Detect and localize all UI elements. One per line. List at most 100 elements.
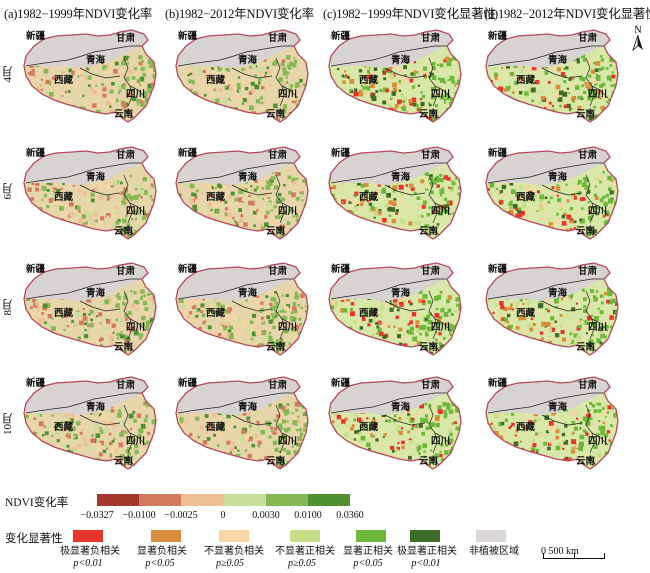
region-label-yunnan: 云南 <box>419 457 439 467</box>
region-label-xinjiang: 新疆 <box>488 265 508 275</box>
region-label-gansu: 甘肃 <box>268 381 288 391</box>
sig-p-value: p<0.05 <box>145 558 175 569</box>
region-label-xinjiang: 新疆 <box>488 379 508 389</box>
region-label-gansu: 甘肃 <box>578 34 598 44</box>
sig-label: 显著负相关 <box>137 546 187 557</box>
region-label-gansu: 甘肃 <box>116 267 136 277</box>
sig-p-value: p<0.01 <box>411 558 441 569</box>
region-label-xizang: 西藏 <box>516 76 536 86</box>
region-label-xinjiang: 新疆 <box>178 265 198 275</box>
region-label-qinghai: 青海 <box>548 403 568 413</box>
sig-p-value: p≥0.05 <box>288 558 316 569</box>
region-label-gansu: 甘肃 <box>268 151 288 161</box>
map-panel: 新疆 甘肃 青海 西藏 四川 云南 <box>482 259 627 365</box>
plateau-map <box>485 146 619 240</box>
sig-swatch-nonsig-positive <box>290 530 320 542</box>
sig-swatch-very-sig-negative <box>73 530 103 542</box>
region-label-xizang: 西藏 <box>54 423 74 433</box>
region-label-xinjiang: 新疆 <box>178 379 198 389</box>
region-label-sichuan: 四川 <box>431 207 451 217</box>
region-label-xinjiang: 新疆 <box>178 32 198 42</box>
region-label-xinjiang: 新疆 <box>331 265 351 275</box>
map-panel: 新疆 甘肃 青海 西藏 四川 云南 <box>325 373 470 479</box>
map-panel: 新疆 甘肃 青海 西藏 四川 云南 <box>482 26 627 132</box>
region-label-yunnan: 云南 <box>576 457 596 467</box>
region-label-xizang: 西藏 <box>359 76 379 86</box>
sig-label: 不显著正相关 <box>275 546 335 557</box>
plateau-map <box>328 146 462 240</box>
row-label-oct: 10月 <box>2 413 14 435</box>
region-label-qinghai: 青海 <box>548 173 568 183</box>
region-label-xinjiang: 新疆 <box>331 379 351 389</box>
region-label-xinjiang: 新疆 <box>26 32 46 42</box>
map-panel: 新疆 甘肃 青海 西藏 四川 云南 <box>20 143 165 249</box>
scale-bar <box>543 552 605 562</box>
sig-label: 不显著负相关 <box>204 546 264 557</box>
sig-label: 极显著正相关 <box>397 546 457 557</box>
region-label-xizang: 西藏 <box>516 423 536 433</box>
north-label: N <box>634 25 641 36</box>
plateau-map <box>485 262 619 356</box>
plateau-map <box>23 146 157 240</box>
column-title-c: (c)1982−1999年NDVI变化显著性 <box>323 7 496 21</box>
column-title-a: (a)1982−1999年NDVI变化率 <box>4 7 153 21</box>
region-label-qinghai: 青海 <box>548 56 568 66</box>
plateau-map <box>175 146 309 240</box>
region-label-gansu: 甘肃 <box>421 34 441 44</box>
ndvi-tick: −0.0100 <box>122 510 156 521</box>
region-label-yunnan: 云南 <box>114 110 134 120</box>
significance-legend-title: 变化显著性 <box>5 533 63 545</box>
sig-p-value: p<0.01 <box>73 558 103 569</box>
scale-bar-label: 0 500 km <box>541 546 579 557</box>
ndvi-tick: −0.0025 <box>164 510 198 521</box>
plateau-map <box>175 262 309 356</box>
column-title-b: (b)1982−2012年NDVI变化率 <box>165 7 314 21</box>
region-label-xizang: 西藏 <box>54 76 74 86</box>
region-label-gansu: 甘肃 <box>268 34 288 44</box>
region-label-qinghai: 青海 <box>86 403 106 413</box>
plateau-map <box>485 376 619 470</box>
region-label-xizang: 西藏 <box>359 423 379 433</box>
region-label-yunnan: 云南 <box>266 343 286 353</box>
map-panel: 新疆 甘肃 青海 西藏 四川 云南 <box>20 373 165 479</box>
plateau-map <box>23 376 157 470</box>
region-label-yunnan: 云南 <box>419 343 439 353</box>
region-label-qinghai: 青海 <box>391 56 411 66</box>
region-label-qinghai: 青海 <box>238 173 258 183</box>
region-label-sichuan: 四川 <box>278 437 298 447</box>
region-label-gansu: 甘肃 <box>116 151 136 161</box>
region-label-qinghai: 青海 <box>391 403 411 413</box>
plateau-map <box>485 29 619 123</box>
ndvi-tick: −0.0327 <box>80 510 114 521</box>
region-label-gansu: 甘肃 <box>268 267 288 277</box>
map-panel: 新疆 甘肃 青海 西藏 四川 云南 <box>172 143 317 249</box>
region-label-xinjiang: 新疆 <box>178 149 198 159</box>
region-label-yunnan: 云南 <box>266 457 286 467</box>
region-label-xinjiang: 新疆 <box>26 149 46 159</box>
map-panel: 新疆 甘肃 青海 西藏 四川 云南 <box>482 143 627 249</box>
region-label-xinjiang: 新疆 <box>26 265 46 275</box>
row-label-apr: 4月 <box>2 66 14 83</box>
sig-p-value: p≥0.05 <box>216 558 244 569</box>
map-panel: 新疆 甘肃 青海 西藏 四川 云南 <box>482 373 627 479</box>
region-label-sichuan: 四川 <box>431 437 451 447</box>
plateau-map <box>23 29 157 123</box>
region-label-qinghai: 青海 <box>238 56 258 66</box>
ndvi-ramp-class-6 <box>307 494 351 506</box>
region-label-sichuan: 四川 <box>431 90 451 100</box>
sig-p-value: p<0.05 <box>353 558 383 569</box>
region-label-qinghai: 青海 <box>238 289 258 299</box>
row-label-aug: 8月 <box>2 299 14 316</box>
sig-swatch-very-sig-positive <box>410 530 440 542</box>
region-label-xizang: 西藏 <box>206 423 226 433</box>
plateau-map <box>328 262 462 356</box>
region-label-xinjiang: 新疆 <box>331 149 351 159</box>
plateau-map <box>328 376 462 470</box>
sig-label: 显著正相关 <box>343 546 393 557</box>
region-label-gansu: 甘肃 <box>578 381 598 391</box>
region-label-sichuan: 四川 <box>278 323 298 333</box>
region-label-xizang: 西藏 <box>516 193 536 203</box>
ndvi-ramp-class-5 <box>265 494 308 506</box>
map-panel: 新疆 甘肃 青海 西藏 四川 云南 <box>325 26 470 132</box>
region-label-sichuan: 四川 <box>588 90 608 100</box>
